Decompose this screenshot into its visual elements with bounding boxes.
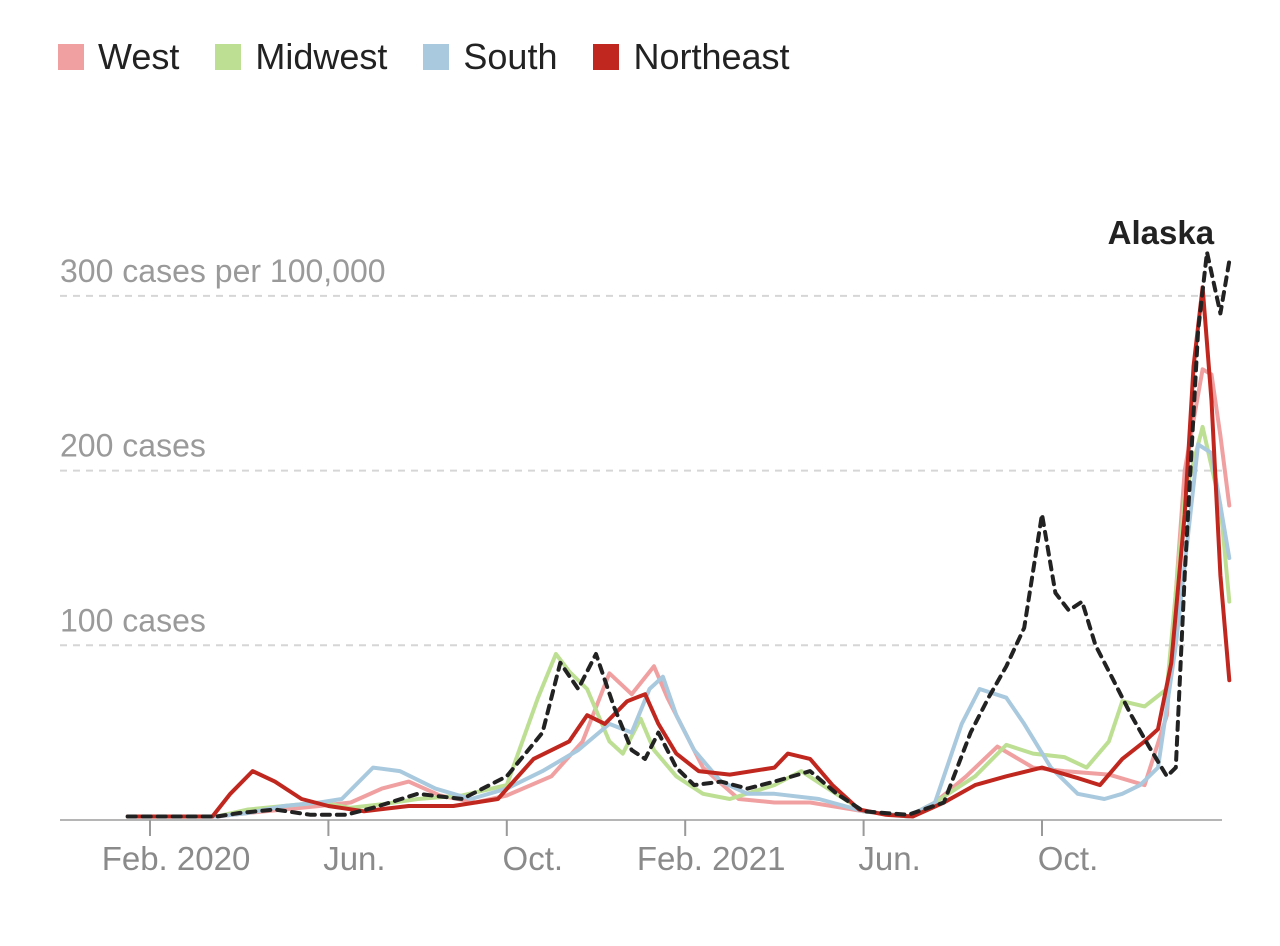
legend-swatch-midwest: [215, 44, 242, 70]
x-tick-label-1: Jun.: [323, 840, 385, 877]
legend-swatch-south: [423, 44, 450, 70]
annotation-0: Alaska: [1108, 214, 1215, 251]
series-line-midwest: [125, 424, 1232, 819]
series-line-alaska: [125, 250, 1232, 819]
x-tick-label-4: Jun.: [858, 840, 920, 877]
y-axis-label-200: 200 cases: [60, 428, 206, 464]
y-axis-label-300: 300 cases per 100,000: [60, 253, 386, 289]
series-line-northeast: [125, 285, 1232, 819]
legend-item-west: West: [58, 36, 179, 78]
series-line-south: [125, 442, 1232, 819]
legend-item-northeast: Northeast: [593, 36, 790, 78]
legend-swatch-northeast: [593, 44, 620, 70]
y-axis-label-100: 100 cases: [60, 602, 206, 638]
series-line-west: [125, 367, 1232, 819]
legend-label-south: South: [463, 36, 558, 77]
legend-label-northeast: Northeast: [633, 36, 790, 77]
chart-legend: West Midwest South Northeast: [58, 36, 790, 78]
legend-swatch-west: [58, 44, 84, 70]
x-tick-label-5: Oct.: [1038, 840, 1099, 877]
x-tick-label-3: Feb. 2021: [637, 840, 786, 877]
legend-item-midwest: Midwest: [215, 36, 387, 78]
legend-label-west: West: [98, 36, 180, 77]
x-tick-label-0: Feb. 2020: [102, 840, 251, 877]
legend-label-midwest: Midwest: [255, 36, 388, 77]
legend-item-south: South: [423, 36, 557, 78]
x-tick-label-2: Oct.: [503, 840, 564, 877]
